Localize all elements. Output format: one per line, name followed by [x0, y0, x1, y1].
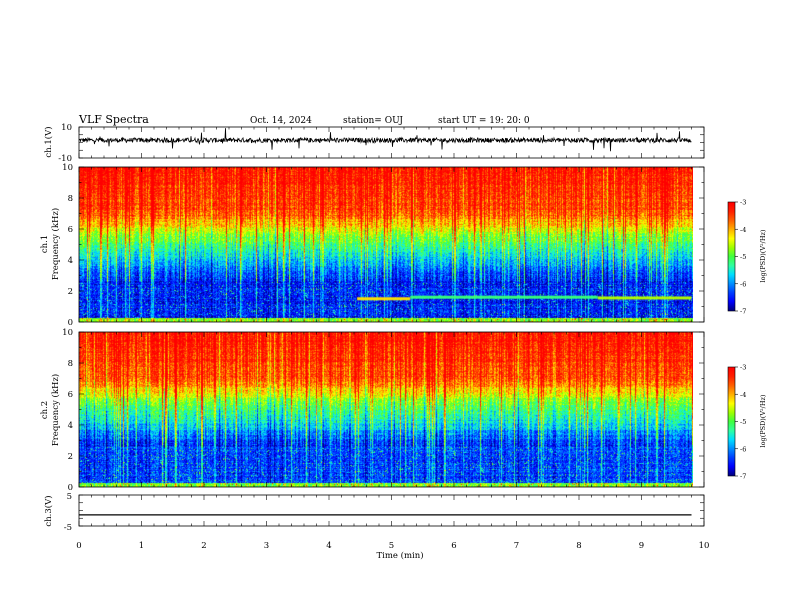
- ch1-colorbar-tick-label: -5: [740, 253, 746, 261]
- ch2-spectrogram-image: [79, 332, 693, 487]
- ch1-ytick-label: 0: [68, 318, 73, 328]
- ch2-ytick-label: 0: [68, 483, 73, 493]
- ch3-ytick-bottom: -5: [64, 523, 72, 533]
- ch1-ytick-top: 10: [61, 123, 72, 133]
- ch1-ytick-label: 2: [68, 287, 73, 297]
- x-tick-label: 10: [699, 541, 710, 551]
- ch1-colorbar-gradient: [728, 202, 735, 311]
- x-tick-label: 3: [264, 541, 269, 551]
- figure-title: VLF Spectra: [78, 113, 149, 126]
- ch3-waveform-panel: 5 -5 ch.3(V): [43, 492, 705, 533]
- ch2-colorbar-tick-label: -7: [740, 473, 746, 481]
- ch2-spectrogram-ylabel-frequency: Frequency (kHz): [50, 374, 61, 446]
- ch1-spectrogram-ylabel-channel: ch.1: [40, 235, 50, 253]
- ch2-ytick-label: 4: [68, 421, 73, 431]
- x-tick-label: 7: [514, 541, 519, 551]
- ch1-ytick-label: 4: [68, 256, 73, 266]
- ch1-colorbar-tick-label: -6: [740, 280, 746, 288]
- x-tick-label: 9: [639, 541, 644, 551]
- ch2-spectrogram-ylabel-channel: ch.2: [40, 401, 50, 419]
- ch1-colorbar-label: log(PSD)(V²/Hz): [759, 229, 767, 282]
- ch2-colorbar-tick-label: -6: [740, 445, 746, 453]
- ch1-waveform-panel: 10 -10 ch.1(V): [43, 123, 705, 164]
- ch1-ytick-label: 6: [68, 225, 73, 235]
- ch2-colorbar-gradient: [728, 367, 735, 476]
- x-tick-label: 1: [139, 541, 144, 551]
- ch2-ytick-label: 6: [68, 390, 73, 400]
- ch3-waveform-ylabel: ch.3(V): [43, 495, 54, 526]
- start-time-label: start UT = 19: 20: 0: [438, 116, 530, 126]
- ch1-waveform-ylabel: ch.1(V): [43, 126, 54, 157]
- x-axis-label: Time (min): [376, 550, 423, 561]
- x-tick-label: 8: [576, 541, 581, 551]
- x-tick-label: 6: [451, 541, 456, 551]
- date-label: Oct. 14, 2024: [250, 116, 312, 126]
- ch2-ytick-label: 10: [62, 328, 73, 338]
- x-tick-label: 0: [76, 541, 81, 551]
- ch1-ytick-label: 10: [62, 163, 73, 173]
- ch2-ytick-label: 8: [68, 359, 73, 369]
- ch3-ytick-top: 5: [67, 492, 72, 502]
- ch1-colorbar-tick-label: -7: [740, 308, 746, 316]
- ch2-colorbar-tick-label: -3: [740, 364, 746, 372]
- ch1-colorbar-tick-label: -4: [740, 226, 746, 234]
- ch1-waveform-trace: [78, 128, 692, 152]
- station-label: station= OUJ: [343, 116, 403, 126]
- x-tick-label: 5: [389, 541, 394, 551]
- ch2-colorbar-tick-label: -4: [740, 391, 746, 399]
- ch1-ytick-label: 8: [68, 194, 73, 204]
- ch2-colorbar-tick-label: -5: [740, 418, 746, 426]
- ch1-spectrogram-ylabel-frequency: Frequency (kHz): [50, 208, 61, 280]
- ch2-colorbar-label: log(PSD)(V²/Hz): [759, 394, 767, 447]
- x-axis-tick-labels: 0 1 2 3 4 5 6 7 8 9 10: [76, 541, 709, 551]
- ch1-colorbar-tick-label: -3: [740, 199, 746, 207]
- x-axis-ticks: [78, 126, 705, 527]
- ch1-ytick-bottom: -10: [58, 154, 72, 164]
- ch1-spectrogram-image: [79, 167, 693, 322]
- ch2-ytick-label: 2: [68, 452, 73, 462]
- x-tick-label: 4: [326, 541, 331, 551]
- x-tick-label: 2: [201, 541, 206, 551]
